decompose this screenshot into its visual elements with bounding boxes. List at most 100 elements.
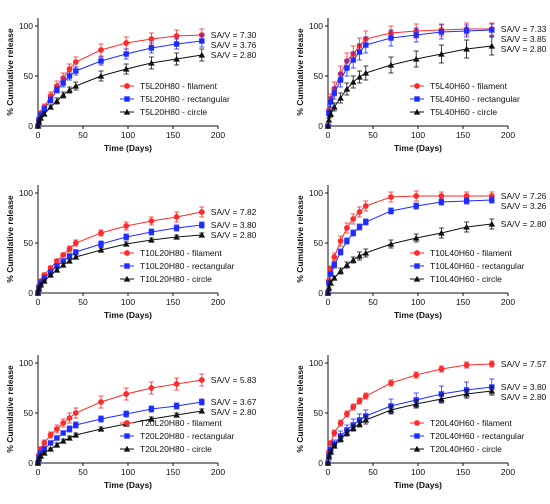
data-point — [41, 440, 48, 446]
data-point — [173, 233, 180, 240]
data-point — [438, 366, 445, 372]
x-tick-label: 50 — [368, 297, 378, 307]
series-group — [324, 218, 496, 296]
data-point — [489, 27, 495, 33]
data-point — [388, 208, 394, 214]
legend-label: T5L20H80 - rectangular — [140, 94, 230, 104]
x-tick-label: 50 — [78, 297, 88, 307]
data-point — [54, 87, 60, 93]
data-point — [324, 122, 332, 129]
legend-label: T20L40H60 - circle — [430, 444, 502, 454]
data-point — [463, 28, 470, 34]
x-tick-label: 150 — [166, 467, 180, 477]
data-point — [413, 32, 419, 38]
data-point — [47, 97, 54, 103]
data-point — [148, 236, 155, 243]
sav-label: SA/V = 3.80 — [501, 382, 547, 392]
data-point — [34, 289, 42, 296]
data-point — [362, 249, 370, 256]
data-point — [66, 426, 73, 432]
data-point — [343, 429, 351, 436]
y-tick-label: 100 — [19, 358, 33, 368]
x-tick-label: 100 — [411, 467, 425, 477]
data-point — [337, 249, 344, 255]
data-point — [35, 285, 43, 292]
y-axis-title: % Cumulative release — [5, 365, 15, 453]
legend-marker — [414, 263, 420, 269]
data-point — [199, 399, 205, 405]
x-tick-label: 150 — [166, 297, 180, 307]
data-point — [349, 424, 357, 431]
x-tick-label: 200 — [211, 130, 225, 140]
data-point — [463, 362, 470, 368]
chart-panel: 0 50 100 150 200 0 50 100 Time (Days) % Cumulativ… — [5, 185, 257, 320]
data-point — [148, 229, 155, 235]
data-point — [356, 49, 363, 55]
data-point — [173, 33, 180, 39]
legend-marker — [124, 250, 130, 256]
data-point — [356, 73, 363, 80]
data-point — [331, 262, 337, 268]
data-point — [326, 110, 332, 116]
data-point — [362, 69, 370, 76]
legend-marker — [123, 445, 131, 452]
x-tick-label: 100 — [411, 130, 425, 140]
x-tick-label: 200 — [501, 297, 515, 307]
x-tick-label: 100 — [121, 297, 135, 307]
data-point — [387, 406, 395, 413]
data-point — [41, 277, 48, 284]
data-point — [54, 258, 60, 264]
data-point — [328, 271, 334, 277]
chart-panel: 0 50 100 150 200 0 50 100 Time (Days) % Cumulativ… — [295, 185, 547, 320]
y-tick-label: 50 — [24, 238, 34, 248]
data-point — [66, 434, 73, 441]
series-group — [34, 48, 206, 129]
x-tick-label: 150 — [166, 130, 180, 140]
data-point — [123, 391, 130, 397]
x-axis-title: Time (Days) — [104, 480, 152, 490]
x-tick-label: 0 — [36, 467, 41, 477]
y-tick-label: 0 — [318, 288, 323, 298]
data-point — [463, 45, 470, 52]
data-point — [362, 203, 369, 209]
data-point — [344, 411, 350, 417]
legend-marker — [414, 83, 420, 89]
legend-label: T20L40H60 - rectangular — [430, 431, 525, 441]
data-point — [327, 448, 334, 455]
data-point — [350, 57, 356, 63]
legend-marker — [124, 263, 130, 269]
data-point — [362, 393, 369, 399]
data-point — [344, 65, 350, 71]
data-point — [41, 446, 47, 452]
x-tick-label: 200 — [501, 467, 515, 477]
data-point — [198, 51, 206, 58]
chart-panel: 0 50 100 150 200 0 50 100 Time (Days) % Cumulativ… — [295, 18, 547, 153]
data-point — [66, 73, 73, 79]
data-point — [356, 252, 363, 259]
series-group — [34, 231, 206, 296]
x-tick-label: 0 — [326, 297, 331, 307]
data-point — [337, 435, 344, 442]
data-point — [356, 224, 363, 230]
data-point — [47, 445, 54, 452]
data-point — [122, 240, 130, 247]
x-tick-label: 50 — [78, 130, 88, 140]
data-point — [122, 65, 130, 72]
data-point — [388, 35, 394, 41]
data-point — [148, 218, 155, 224]
data-point — [123, 51, 129, 57]
y-tick-label: 50 — [314, 238, 324, 248]
sav-label: SA/V = 2.80 — [501, 392, 547, 402]
y-tick-label: 0 — [28, 121, 33, 131]
data-point — [173, 225, 180, 231]
chart-panel: 0 50 100 150 200 0 50 100 Time (Days) % Cumulativ… — [5, 18, 257, 153]
data-point — [325, 284, 333, 291]
legend-marker — [413, 445, 421, 452]
legend-label: T5L40H60 - circle — [430, 107, 497, 117]
data-point — [463, 193, 470, 199]
x-tick-label: 100 — [121, 130, 135, 140]
legend-marker — [414, 420, 420, 426]
data-point — [363, 42, 369, 48]
data-point — [72, 431, 80, 438]
data-point — [173, 411, 180, 418]
